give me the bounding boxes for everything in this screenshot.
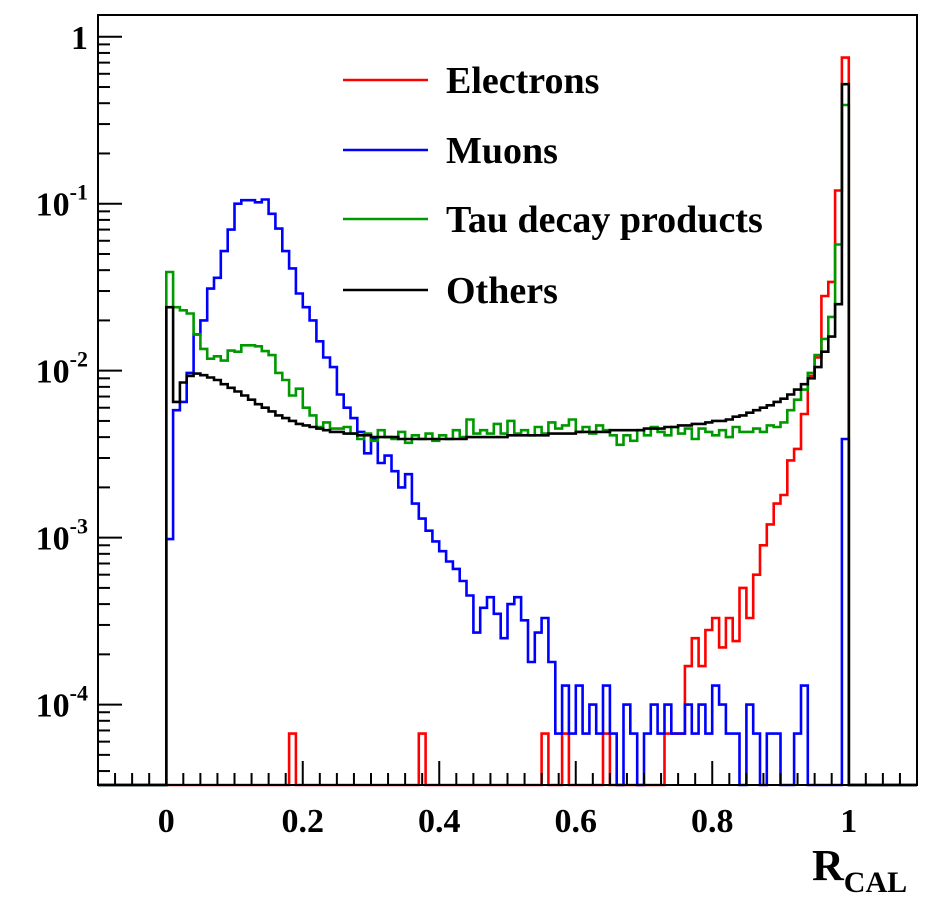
series-layer (98, 56, 917, 787)
y-tick-label: 10-2 (36, 347, 88, 391)
y-tick-label-base: 10 (36, 688, 70, 725)
series-line-others (98, 82, 917, 787)
legend-label: Electrons (446, 60, 599, 102)
y-tick-label-base: 10 (36, 521, 70, 558)
x-tick-label: 0.2 (282, 803, 325, 840)
y-tick-label-exponent: -2 (70, 347, 88, 372)
y-tick-label-exponent: -4 (70, 681, 88, 706)
y-tick-label: 10-3 (36, 514, 88, 558)
y-tick-label-exponent: -1 (70, 180, 88, 205)
y-tick-label-base: 10 (36, 354, 70, 391)
y-tick-label-base: 10 (36, 187, 70, 224)
y-tick-label: 10-4 (36, 681, 88, 725)
legend: Electrons Muons Tau decay products Others (343, 60, 763, 312)
series-line-muons (98, 198, 917, 787)
y-tick-label: 10-1 (36, 180, 88, 224)
x-tick-label: 0 (158, 803, 175, 840)
y-tick-label-base: 1 (71, 20, 88, 57)
y-tick-label: 1 (71, 20, 88, 57)
x-axis-title-sub: CAL (844, 866, 907, 899)
legend-label: Muons (446, 130, 558, 172)
y-tick-label-exponent: -3 (70, 514, 88, 539)
x-tick-label: 0.8 (691, 803, 734, 840)
series-line-tau-decay-products (98, 103, 917, 787)
x-tick-label: 0.4 (418, 803, 461, 840)
legend-label: Tau decay products (446, 199, 763, 241)
x-tick-label: 0.6 (555, 803, 598, 840)
x-axis-title: RCAL (812, 841, 907, 899)
legend-label: Others (446, 270, 558, 312)
x-tick-label: 1 (840, 803, 857, 840)
ticks-layer (97, 35, 918, 785)
x-axis-title-main: R (812, 841, 845, 890)
